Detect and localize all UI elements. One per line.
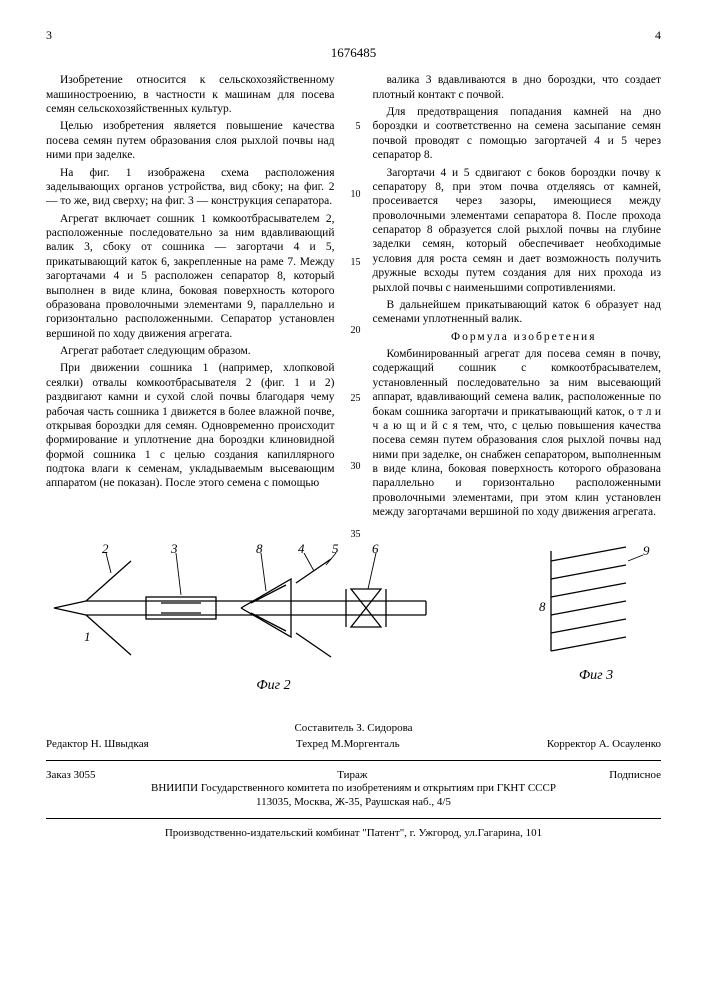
org-addr-1: 113035, Москва, Ж-35, Раушская наб., 4/5 [46,796,661,810]
divider [46,760,661,761]
para: валика 3 вдавливаются в дно бороздки, чт… [373,73,662,102]
callout-3: 3 [170,541,178,556]
para: Изобретение относится к сельскохозяйстве… [46,73,335,116]
fig2-label: Фиг 2 [46,677,501,695]
figures-row: 2 3 8 4 5 6 1 Фиг 2 [46,541,661,695]
order-number: Заказ 3055 [46,769,96,783]
para: Целью изобретения является повышение кач… [46,119,335,162]
page-num-right: 4 [655,28,661,43]
para: На фиг. 1 изображена схема расположения … [46,166,335,209]
line-number-gutter: 5 10 15 20 25 30 35 [347,73,361,522]
header-row: 3 4 [46,28,661,43]
org-line-1: ВНИИПИ Государственного комитета по изоб… [46,782,661,796]
techred: Техред М.Моргенталь [296,738,400,752]
para: Для предотвращения попадания камней на д… [373,105,662,163]
fig2-svg: 2 3 8 4 5 6 1 [46,541,486,671]
callout-8: 8 [539,599,546,614]
fig3-label: Фиг 3 [531,667,661,685]
callout-2: 2 [102,541,109,556]
tirazh: Тираж [337,769,367,783]
callout-9: 9 [643,543,650,558]
para: Агрегат включает сошник 1 комкоотбрасыва… [46,212,335,341]
para: Агрегат работает следующим образом. [46,344,335,358]
left-column: Изобретение относится к сельскохозяйстве… [46,73,335,522]
doc-number: 1676485 [46,45,661,61]
callout-8: 8 [256,541,263,556]
line-number: 25 [347,393,361,406]
para: При движении сошника 1 (например, хлопко… [46,361,335,490]
page: 3 4 1676485 Изобретение относится к сель… [0,0,707,1000]
credits-block: Составитель З. Сидорова Редактор Н. Швыд… [46,722,661,841]
line-number: 15 [347,257,361,270]
para: Загортачи 4 и 5 сдвигают с боков бороздк… [373,166,662,295]
figure-3: 8 9 Фиг 3 [531,541,661,685]
line-number: 30 [347,461,361,474]
page-num-left: 3 [46,28,52,43]
line-number: 10 [347,189,361,202]
para: В дальнейшем прикатывающий каток 6 образ… [373,298,662,327]
podpisnoe: Подписное [609,769,661,783]
callout-4: 4 [298,541,305,556]
line-number: 5 [347,121,361,134]
callout-1: 1 [84,629,91,644]
divider [46,818,661,819]
fig3-svg: 8 9 [531,541,651,661]
para: Комбинированный агрегат для посева семян… [373,347,662,520]
callout-6: 6 [372,541,379,556]
line-number: 35 [347,529,361,542]
formula-title: Формула изобретения [373,330,662,344]
text-columns: Изобретение относится к сельскохозяйстве… [46,73,661,522]
editor: Редактор Н. Швыдкая [46,738,149,752]
figure-2: 2 3 8 4 5 6 1 Фиг 2 [46,541,501,695]
line-number: 20 [347,325,361,338]
compiler: Составитель З. Сидорова [46,722,661,736]
corrector: Корректор А. Осауленко [547,738,661,752]
org-line-2: Производственно-издательский комбинат "П… [46,827,661,841]
right-column: валика 3 вдавливаются в дно бороздки, чт… [373,73,662,522]
callout-5: 5 [332,541,339,556]
